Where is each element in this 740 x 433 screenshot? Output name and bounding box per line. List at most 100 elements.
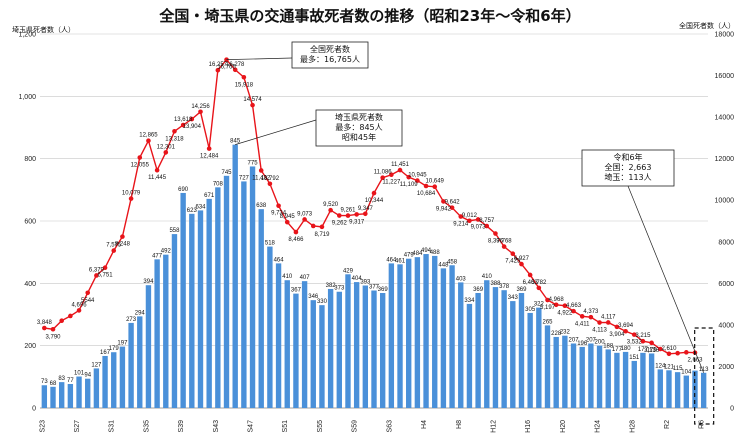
line-value-label: 11,109: [400, 182, 419, 188]
bar-value-label: 378: [499, 284, 510, 290]
line-point: [354, 212, 359, 217]
line-point: [406, 174, 412, 180]
bar-value-label: 393: [360, 280, 371, 286]
line-point: [293, 229, 299, 235]
y-left-tick-label: 0: [32, 406, 36, 413]
line-point: [241, 74, 247, 80]
line-point: [258, 168, 264, 173]
line-value-label: 5544: [81, 298, 95, 304]
line-value-label: 9,734: [271, 211, 287, 217]
line-value-label: 13,904: [183, 124, 202, 130]
line-value-label: 8,719: [314, 232, 330, 238]
bar: [449, 265, 455, 408]
line-series-national: [42, 57, 698, 357]
bar-value-label: 407: [300, 275, 311, 281]
bar: [275, 263, 282, 408]
callout-box: [291, 41, 369, 69]
line-point: [415, 178, 420, 183]
bar-value-label: 101: [74, 371, 85, 377]
y-right-tick-label: 16000: [715, 73, 735, 80]
bar: [657, 369, 663, 408]
bar-value-label: 623: [187, 208, 198, 214]
line-value-label: 3,532: [627, 340, 643, 346]
bar: [58, 382, 65, 408]
line-value-label: 9,073: [297, 211, 313, 217]
line-value-label: 4,373: [583, 309, 599, 315]
bar-value-label: 175: [647, 347, 658, 353]
bar: [189, 213, 195, 408]
bar-value-label: 68: [50, 381, 57, 387]
line-value-label: 4,113: [592, 328, 607, 334]
x-tick-label: H24: [595, 420, 602, 433]
line-point: [76, 308, 82, 313]
bar-value-label: 265: [542, 319, 553, 325]
line-point: [128, 196, 134, 201]
line-value-label: 7,768: [497, 239, 513, 245]
bar: [319, 305, 325, 408]
line-value-label: 9,317: [349, 219, 365, 225]
bar-value-label: 294: [135, 310, 146, 316]
y-right-tick-label: 8000: [718, 239, 734, 246]
bar-value-label: 690: [178, 187, 189, 193]
line-point: [50, 326, 56, 332]
line-point: [441, 199, 446, 204]
line-point: [449, 205, 455, 210]
bar-value-label: 429: [343, 268, 354, 274]
bar-value-label: 410: [482, 274, 493, 280]
bar-value-label: 94: [84, 373, 91, 379]
line-point: [154, 167, 160, 173]
line-point: [588, 314, 594, 320]
bar-value-label: 708: [213, 181, 224, 187]
line-point: [102, 265, 108, 271]
x-tick-label: H4: [421, 420, 428, 429]
line-point: [250, 102, 255, 108]
x-tick-label: H16: [525, 420, 532, 433]
line-value-label: 4,968: [549, 297, 565, 303]
line-value-label: 6,927: [514, 256, 530, 262]
bar-value-label: 167: [100, 350, 111, 356]
y-left-tick-label: 600: [24, 219, 36, 226]
bar-value-label: 638: [256, 203, 267, 209]
line-value-label: 9,520: [323, 202, 339, 208]
bar-series-saitama: [41, 144, 707, 408]
bar: [180, 192, 186, 408]
line-value-label: 10,079: [122, 191, 141, 197]
line-point: [475, 217, 481, 222]
line-value-label: 11,086: [374, 170, 393, 176]
line-point: [198, 109, 203, 115]
bar: [588, 343, 594, 408]
bar-value-label: 448: [438, 262, 449, 268]
line-value-label: 8,248: [115, 242, 131, 248]
bar: [579, 346, 585, 408]
line-value-label: 3,694: [618, 323, 634, 329]
bar: [215, 187, 221, 408]
bar: [622, 351, 629, 408]
bar: [700, 372, 707, 408]
bar: [544, 325, 551, 408]
bar: [50, 386, 56, 408]
bar-value-label: 727: [239, 175, 250, 181]
line-point: [267, 181, 273, 187]
bar-value-label: 464: [386, 257, 397, 263]
y-right-tick-label: 0: [730, 406, 734, 413]
bar: [128, 322, 134, 408]
bar: [310, 300, 316, 408]
bar-value-label: 177: [638, 347, 649, 353]
bar: [553, 336, 559, 408]
line-value-label: 11,451: [391, 162, 410, 168]
bar: [648, 353, 655, 408]
line-value-label: 3,215: [635, 333, 651, 339]
bar: [440, 268, 447, 408]
bar-value-label: 343: [508, 295, 519, 301]
line-value-label: 3,848: [37, 320, 53, 326]
bar-value-label: 180: [621, 346, 632, 352]
x-tick-label: R2: [664, 420, 671, 429]
bar-value-label: 461: [395, 258, 406, 264]
bar: [510, 301, 516, 408]
line-value-label: 10,344: [365, 198, 384, 204]
line-point: [380, 175, 385, 180]
line-point: [163, 150, 169, 155]
